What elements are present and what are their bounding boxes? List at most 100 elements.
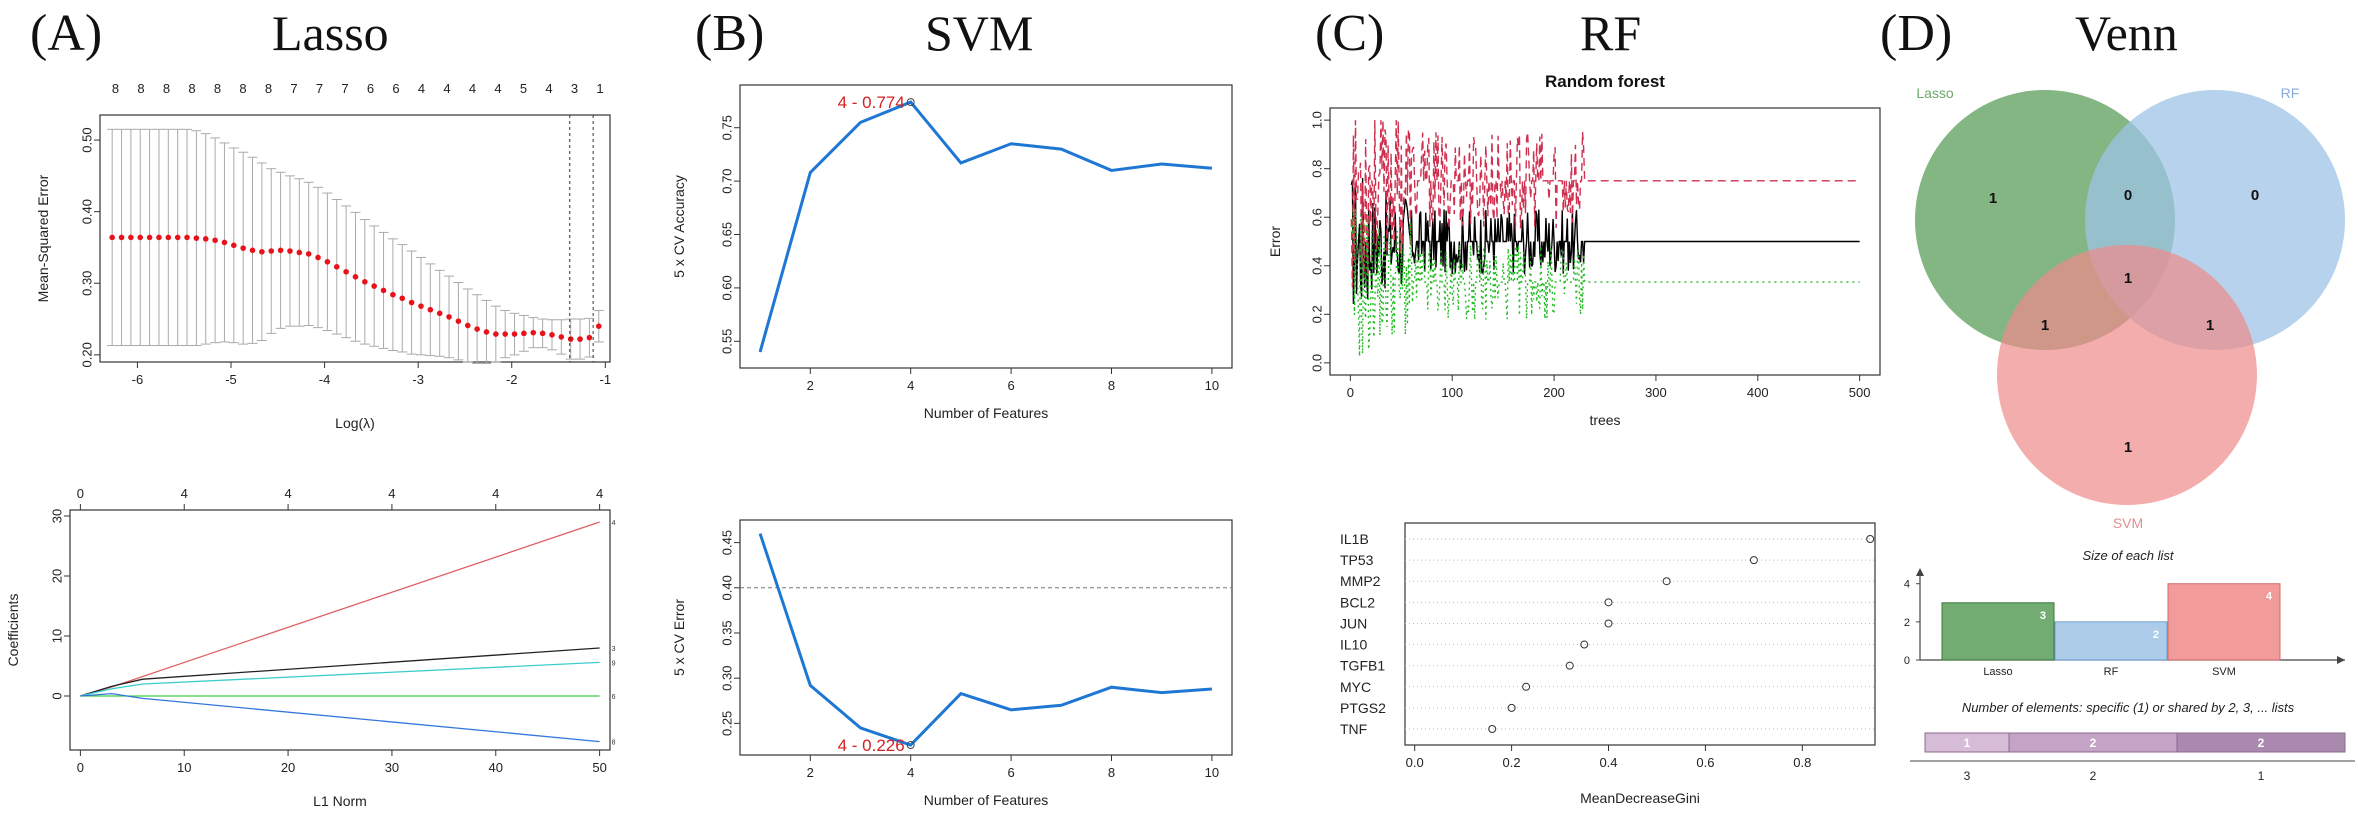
rf-error-y-tick-label: 0.2: [1309, 305, 1324, 323]
rf-importance-label: MMP2: [1340, 573, 1381, 589]
lasso-cv-point: [577, 336, 583, 342]
rf-importance-point: [1866, 535, 1875, 543]
rf-error-chart: 0 100 200 300 400 500 0.0 0.2 0.4 0.6 0.8 1.0 trees E…: [1267, 72, 1881, 428]
lasso-cv-point: [240, 245, 246, 251]
lasso-cv-point: [315, 254, 321, 261]
rf-importance-label: IL10: [1340, 637, 1367, 653]
lasso-cv-point: [184, 234, 190, 241]
lasso-cv-point: [128, 234, 134, 241]
set-size-bar-lasso: [1941, 602, 2055, 661]
rf-error-x-tick-label: 200: [1543, 385, 1565, 400]
svm-accuracy-x-tick-label: 10: [1205, 378, 1219, 393]
svm-error-y-tick-label: 0.40: [719, 575, 734, 600]
lasso-cv-top-label: 8: [214, 81, 221, 96]
lasso-cv-point: [418, 303, 424, 309]
svm-accuracy-x-tick-label: 8: [1108, 378, 1115, 393]
lasso-cv-point: [511, 331, 518, 337]
svm-error-chart: 2 4 6 8 10 0.25 0.30 0.35 0.40 0.45 Number of Feat…: [671, 519, 1233, 808]
lasso-cv-top-label: 6: [367, 81, 374, 96]
lasso-cv-point: [287, 248, 293, 254]
lasso-cv-point: [202, 236, 209, 242]
svm-accuracy-y-tick-label: 0.75: [719, 115, 734, 140]
lasso-cv-point: [221, 239, 228, 246]
lasso-cv-point: [156, 234, 162, 241]
lasso-cv-top-label: 8: [188, 81, 195, 96]
lasso-cv-top-label: 1: [596, 81, 603, 96]
lasso-cv-top-label: 3: [571, 81, 578, 96]
lasso-cv-point: [118, 234, 125, 241]
lasso-cv-point: [521, 330, 527, 337]
lasso-cv-x-tick-label: -4: [319, 372, 331, 387]
lasso-cv-y-tick-label: 0.20: [79, 342, 94, 367]
lasso-cv-point: [231, 242, 237, 249]
lasso-cv-point: [352, 274, 359, 280]
lasso-path-series-line: [80, 661, 600, 697]
set-size-x-arrow: [2337, 656, 2345, 664]
svm-accuracy-y-tick-label: 0.70: [719, 168, 734, 193]
set-size-value-label: 2: [2153, 629, 2159, 641]
rf-error-x-tick-label: 300: [1645, 385, 1667, 400]
rf-error-x-tick-label: 100: [1441, 385, 1463, 400]
lasso-cv-top-label: 4: [545, 81, 552, 96]
lasso-cv-point: [174, 234, 181, 241]
lasso-cv-top-label: 8: [163, 81, 170, 96]
venn-count-rf-only: 0: [2251, 187, 2259, 204]
lasso-cv-xlabel: Log(λ): [335, 415, 375, 431]
venn-diagram: Lasso RF SVM 1 0 0 1 1 1 1: [1915, 85, 2345, 531]
shared-value-label: 1: [1964, 736, 1971, 750]
lasso-cv-point: [464, 322, 471, 329]
lasso-path-y-tick-label: 10: [49, 629, 64, 643]
shared-value-label: 2: [2258, 736, 2265, 750]
lasso-path-top-label: 4: [492, 486, 499, 501]
lasso-cv-top-label: 4: [443, 81, 450, 96]
shared-category-label: 2: [2090, 769, 2097, 783]
svm-accuracy-best-point: [906, 98, 915, 107]
svm-error-ylabel: 5 x CV Error: [671, 599, 687, 676]
svm-error-xlabel: Number of Features: [924, 792, 1049, 808]
rf-error-frame: [1329, 107, 1881, 376]
lasso-cv-point: [390, 291, 396, 298]
lasso-path-frame: [69, 509, 611, 751]
panel-b-title: SVM: [925, 5, 1033, 61]
lasso-path-series-label: 9: [612, 660, 616, 667]
lasso-cv-point: [333, 263, 340, 270]
rf-error-x-tick-label: 400: [1747, 385, 1769, 400]
svm-error-y-tick-label: 0.35: [719, 620, 734, 645]
lasso-cv-point: [193, 235, 200, 241]
lasso-path-top-label: 4: [596, 486, 603, 501]
set-size-y-tick-label: 4: [1904, 579, 1910, 591]
rf-error-ylabel: Error: [1267, 226, 1283, 257]
lasso-path-x-tick-label: 30: [385, 760, 399, 775]
rf-importance-point: [1565, 661, 1574, 670]
rf-importance-frame: [1404, 522, 1876, 746]
lasso-path-series-line: [80, 692, 600, 743]
svm-error-annotation: 4 - 0.226: [838, 736, 905, 755]
lasso-cv-point: [371, 283, 377, 289]
lasso-cv-top-label: 7: [290, 81, 297, 96]
rf-importance-point: [1662, 577, 1671, 586]
rf-error-xlabel: trees: [1589, 412, 1620, 428]
shared-category-label: 1: [2258, 769, 2265, 783]
lasso-cv-point: [305, 251, 312, 257]
set-size-bar-svm: [2167, 583, 2281, 661]
lasso-cv-point: [502, 331, 508, 337]
rf-importance-label: TGFB1: [1340, 658, 1385, 674]
svm-accuracy-ylabel: 5 x CV Accuracy: [671, 175, 687, 278]
set-size-bar-rf: [2054, 621, 2168, 661]
rf-error-series-OOB: [1350, 178, 1860, 305]
rf-importance-point: [1604, 619, 1613, 628]
set-size-value-label: 3: [2040, 610, 2046, 622]
rf-error-series-class1: [1350, 120, 1860, 288]
rf-error-x-tick-label: 0: [1347, 385, 1354, 400]
lasso-cv-point: [595, 323, 602, 330]
svm-accuracy-x-tick-label: 2: [807, 378, 814, 393]
svm-accuracy-x-tick-label: 4: [907, 378, 914, 393]
rf-error-y-tick-label: 0.8: [1309, 160, 1324, 178]
lasso-cv-point: [165, 234, 172, 241]
set-size-category-label: SVM: [2212, 666, 2236, 678]
lasso-cv-point: [324, 258, 331, 265]
svm-error-x-tick-label: 6: [1007, 765, 1014, 780]
venn-count-lasso-rf: 0: [2124, 187, 2132, 204]
shared-category-label: 3: [1964, 769, 1971, 783]
lasso-cv-x-tick-label: -2: [506, 372, 518, 387]
